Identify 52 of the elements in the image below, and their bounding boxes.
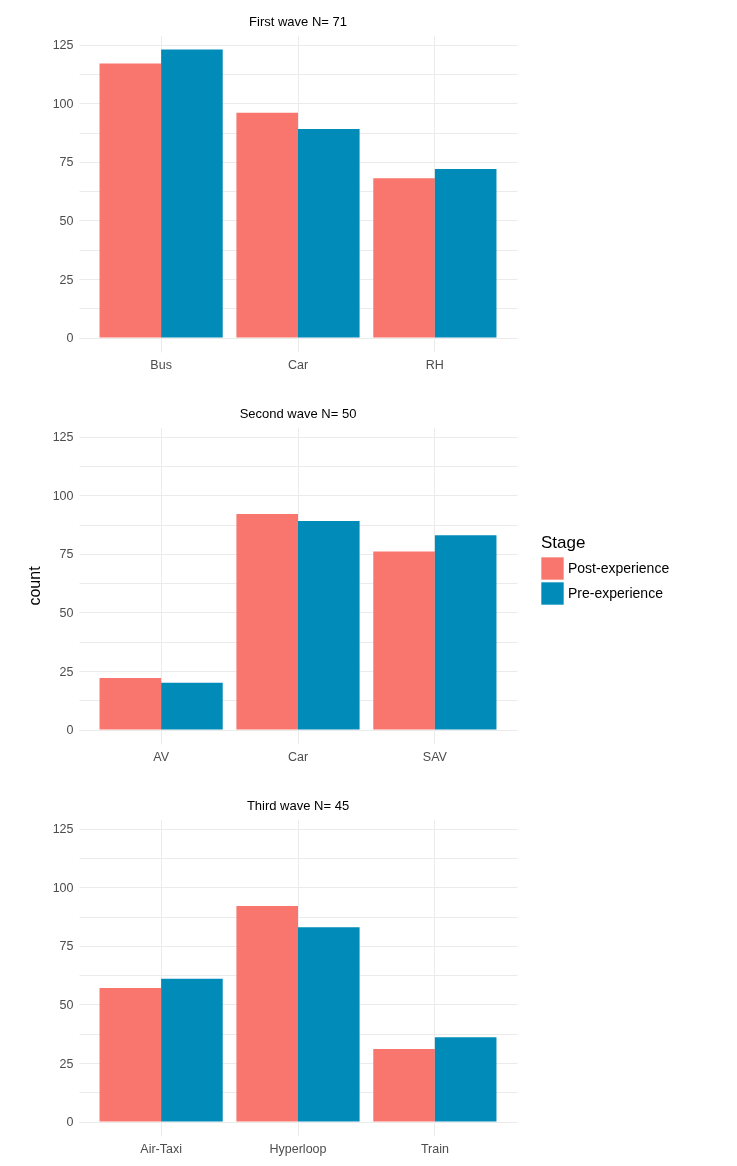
bar — [161, 49, 223, 338]
legend-title: Stage — [541, 533, 586, 552]
y-tick-label: 0 — [66, 1115, 74, 1130]
y-tick-label: 0 — [66, 723, 74, 738]
x-tick-label: Bus — [150, 357, 172, 372]
x-tick-label: Train — [420, 1141, 449, 1156]
y-tick-label: 100 — [52, 488, 74, 503]
x-tick-label: Hyperloop — [269, 1141, 327, 1156]
y-tick-label: 50 — [59, 213, 74, 228]
bar — [373, 1048, 435, 1122]
bar — [99, 678, 162, 730]
y-tick-label: 125 — [52, 38, 74, 53]
y-tick-label: 25 — [59, 272, 74, 287]
bar — [298, 521, 360, 730]
chart-title: Second wave N= 50 — [239, 406, 357, 421]
bar — [298, 927, 360, 1122]
bar — [236, 514, 298, 730]
bar — [373, 551, 435, 730]
y-tick-label: 25 — [59, 1056, 74, 1071]
y-tick-label: 125 — [52, 430, 74, 445]
bar — [99, 988, 162, 1122]
bar — [99, 63, 162, 338]
bar — [434, 168, 497, 338]
bar — [161, 978, 223, 1122]
x-tick-label: Car — [287, 749, 309, 764]
y-tick-label: 50 — [59, 997, 74, 1012]
bar — [434, 1037, 497, 1122]
bar — [236, 906, 298, 1122]
legend-label: Pre-experience — [568, 584, 664, 601]
y-tick-label: 100 — [52, 96, 74, 111]
y-tick-label: 125 — [52, 822, 74, 837]
bar — [434, 535, 497, 730]
bar — [236, 112, 298, 338]
bar — [161, 682, 223, 730]
y-tick-label: 100 — [52, 880, 74, 895]
y-tick-label: 0 — [66, 331, 74, 346]
x-tick-label: AV — [153, 749, 170, 764]
y-tick-label: 75 — [59, 547, 74, 562]
chart-title: Third wave N= 45 — [246, 798, 350, 813]
legend-label: Post-experience — [568, 559, 670, 576]
bar — [298, 129, 360, 338]
x-tick-label: RH — [425, 357, 444, 372]
y-tick-label: 50 — [59, 605, 74, 620]
x-tick-label: Car — [287, 357, 309, 372]
x-tick-label: Air-Taxi — [140, 1141, 182, 1156]
y-tick-label: 75 — [59, 939, 74, 954]
x-tick-label: SAV — [422, 749, 448, 764]
y-tick-label: 75 — [59, 155, 74, 170]
y-tick-label: 25 — [59, 664, 74, 679]
bar — [373, 178, 435, 338]
y-axis-title: count — [25, 565, 43, 606]
chart-title: First wave N= 71 — [249, 14, 347, 29]
